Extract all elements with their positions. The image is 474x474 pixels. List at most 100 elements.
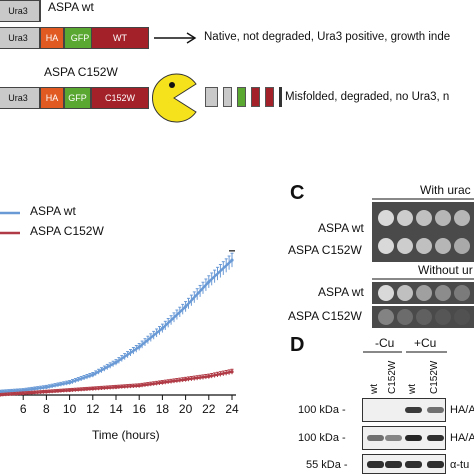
blot-target-2: HA/A — [450, 432, 474, 444]
blot-band — [385, 435, 402, 441]
x-tick-label: 10 — [63, 402, 77, 416]
colony-spot — [378, 238, 394, 254]
plate-bottom-row-label-c152w: ASPA C152W — [288, 309, 362, 323]
legend-swatch-c152w — [0, 231, 20, 235]
data-point — [44, 390, 49, 394]
data-point — [0, 390, 2, 394]
colony-spot — [454, 238, 470, 254]
colony-spot — [435, 309, 451, 325]
blot-strip-1 — [362, 398, 446, 422]
blot-strip-2 — [362, 426, 446, 450]
lane-label: wt — [369, 384, 380, 394]
colony-spot — [397, 210, 413, 226]
colony-spot — [378, 285, 394, 301]
fragment-aspa-1 — [251, 87, 260, 107]
plate-top-row-label-wt: ASPA wt — [318, 221, 364, 235]
colony-spot — [416, 238, 432, 254]
colony-spot — [435, 238, 451, 254]
series-line — [0, 259, 233, 394]
legend-label-c152w: ASPA C152W — [30, 224, 104, 238]
x-tick-label: 16 — [133, 402, 147, 416]
data-point — [184, 305, 188, 309]
plate-bottom-row-label-wt: ASPA wt — [318, 285, 364, 299]
panel-letter-d: D — [290, 334, 305, 356]
plate-without-uracil-row1 — [372, 282, 474, 304]
blot-band — [427, 435, 444, 441]
aspa-c152w-box: C152W — [91, 87, 149, 109]
x-tick-label: 14 — [109, 402, 123, 416]
blot-target-1: HA/A — [450, 404, 474, 416]
construct-title-c152w: ASPA C152W — [44, 65, 118, 79]
construct-title-wt: ASPA wt — [48, 0, 94, 14]
data-point — [230, 370, 234, 374]
colony-spot — [435, 285, 451, 301]
plate-top-row-label-c152w: ASPA C152W — [288, 243, 362, 257]
lane-label: C152W — [429, 360, 440, 394]
colony-spot — [397, 238, 413, 254]
legend-label-wt: ASPA wt — [30, 204, 76, 218]
blot-band — [427, 407, 444, 413]
blot-target-3: α-tu — [450, 459, 470, 471]
data-point — [160, 381, 164, 385]
proteasome-pacman-icon — [152, 73, 197, 123]
blot-band — [405, 435, 422, 441]
ha-box-row1: HA — [40, 27, 64, 49]
plate-title-without-uracil: Without ur — [418, 263, 473, 277]
blot-band — [427, 461, 444, 468]
x-tick-label: 22 — [202, 402, 216, 416]
group-lines — [363, 351, 447, 353]
ura3-box-row2: Ura3 — [0, 87, 40, 109]
blot-band — [405, 461, 422, 468]
outcome-c152w: Misfolded, degraded, no Ura3, n — [285, 91, 450, 103]
ura3-box-row1: Ura3 — [0, 27, 40, 49]
group-label-plus-cu: +Cu — [414, 336, 437, 350]
data-point — [207, 374, 211, 378]
blot-strip-3 — [362, 454, 446, 474]
data-point — [91, 387, 95, 391]
data-point — [91, 373, 95, 377]
colony-spot — [454, 210, 470, 226]
fragment-gfp — [237, 87, 246, 107]
x-tick-label: 20 — [179, 402, 193, 416]
blot-band — [367, 461, 384, 468]
panel-letter-c: C — [290, 182, 305, 204]
outcome-wt: Native, not degraded, Ura3 positive, gro… — [204, 31, 451, 43]
ura3-box-wt: Ura3 — [0, 0, 40, 22]
data-point — [184, 377, 188, 382]
x-tick-label: 6 — [20, 402, 27, 416]
arrow-right-icon — [154, 32, 197, 44]
x-tick-label: 8 — [43, 402, 50, 416]
x-tick-label: 12 — [86, 402, 100, 416]
plate-title-line-top — [372, 198, 474, 200]
data-point — [160, 326, 164, 330]
colony-spot — [378, 210, 394, 226]
fragment-bar — [279, 87, 282, 107]
plate-title-line-bottom — [372, 278, 474, 280]
plate-without-uracil-row2 — [372, 306, 474, 328]
blot-marker-3: 55 kDa - — [306, 459, 348, 471]
fragment-aspa-2 — [265, 87, 274, 107]
plate-title-with-uracil: With urac — [420, 183, 471, 197]
data-point — [207, 280, 211, 284]
lane-label: wt — [407, 384, 418, 394]
blot-marker-1: 100 kDa - — [298, 404, 346, 416]
blot-band — [367, 435, 384, 441]
data-point — [68, 388, 72, 392]
data-point — [137, 384, 141, 388]
data-point — [114, 360, 118, 365]
fragment-ura3-small — [223, 87, 232, 107]
data-point — [230, 258, 234, 262]
blot-band — [405, 407, 422, 413]
colony-spot — [416, 309, 432, 325]
data-point — [137, 345, 141, 349]
blot-marker-2: 100 kDa - — [298, 432, 346, 444]
gfp-box-row2: GFP — [64, 87, 91, 109]
plate-with-uracil — [372, 202, 474, 262]
colony-spot — [378, 309, 394, 325]
data-point — [114, 385, 118, 389]
aspa-wt-box: WT — [91, 27, 149, 49]
growth-curve-chart: 6 8 10 12 14 16 18 20 22 24 — [0, 250, 239, 416]
group-label-minus-cu: -Cu — [375, 336, 395, 350]
colony-spot — [454, 309, 470, 325]
series-wt — [0, 252, 234, 394]
